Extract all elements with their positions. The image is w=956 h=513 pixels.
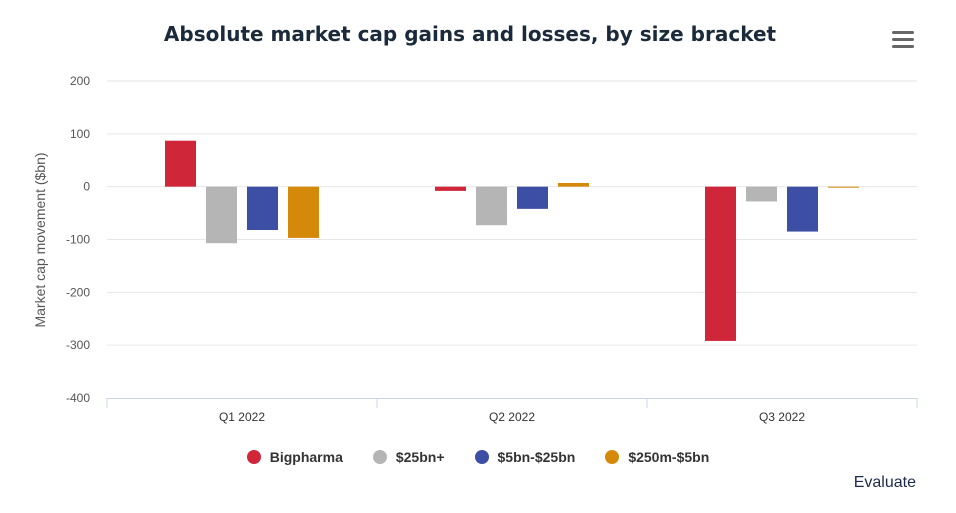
y-tick-label: -400 xyxy=(66,391,90,405)
legend-marker-icon xyxy=(605,450,620,464)
x-tick-label: Q3 2022 xyxy=(759,410,805,424)
bar-3-0[interactable] xyxy=(288,186,319,238)
legend-marker-icon xyxy=(246,450,261,464)
bar-0-1[interactable] xyxy=(435,186,466,191)
y-tick-label: 0 xyxy=(83,180,90,194)
bar-1-1[interactable] xyxy=(476,186,507,226)
bar-3-2[interactable] xyxy=(828,186,859,188)
chart-title: Absolute market cap gains and losses, by… xyxy=(163,22,777,46)
legend: Bigpharma $25bn+ $5bn-$25bn $250m-$5bn xyxy=(0,449,956,465)
bar-chart: 200 100 0 -100 -200 -300 -400 Q1 2022 Q2 2022 Q3… xyxy=(32,74,918,424)
legend-label: $25bn+ xyxy=(395,449,445,465)
legend-label: $250m-$5bn xyxy=(628,449,710,465)
bars xyxy=(165,140,859,341)
y-tick-label: -300 xyxy=(66,338,90,352)
x-axis: Q1 2022 Q2 2022 Q3 2022 xyxy=(106,398,918,424)
legend-label: $5bn-$25bn xyxy=(497,449,576,465)
legend-marker-icon xyxy=(474,450,489,464)
bar-2-0[interactable] xyxy=(247,186,278,230)
bar-1-2[interactable] xyxy=(746,186,777,202)
bar-3-1[interactable] xyxy=(558,182,589,187)
bar-2-1[interactable] xyxy=(517,186,548,209)
y-axis-label: Market cap movement ($bn) xyxy=(32,152,48,327)
x-tick-label: Q2 2022 xyxy=(489,410,535,424)
bar-2-2[interactable] xyxy=(787,186,818,232)
y-tick-label: 100 xyxy=(70,127,90,141)
legend-item[interactable]: $250m-$5bn xyxy=(605,449,709,465)
legend-item[interactable]: Bigpharma xyxy=(246,449,343,465)
bar-1-0[interactable] xyxy=(206,186,237,244)
legend-item[interactable]: $5bn-$25bn xyxy=(474,449,576,465)
y-tick-label: -200 xyxy=(66,285,90,299)
x-tick-label: Q1 2022 xyxy=(219,410,265,424)
bar-0-0[interactable] xyxy=(165,140,196,187)
gridlines: 200 100 0 -100 -200 -300 -400 xyxy=(66,74,917,405)
y-tick-label: 200 xyxy=(70,74,90,88)
legend-label: Bigpharma xyxy=(269,449,343,465)
credit-text: Evaluate xyxy=(853,474,916,491)
hamburger-menu-icon[interactable] xyxy=(892,31,914,49)
legend-item[interactable]: $25bn+ xyxy=(372,449,445,465)
legend-marker-icon xyxy=(372,450,387,464)
y-tick-label: -100 xyxy=(66,233,90,247)
bar-0-2[interactable] xyxy=(705,186,736,341)
